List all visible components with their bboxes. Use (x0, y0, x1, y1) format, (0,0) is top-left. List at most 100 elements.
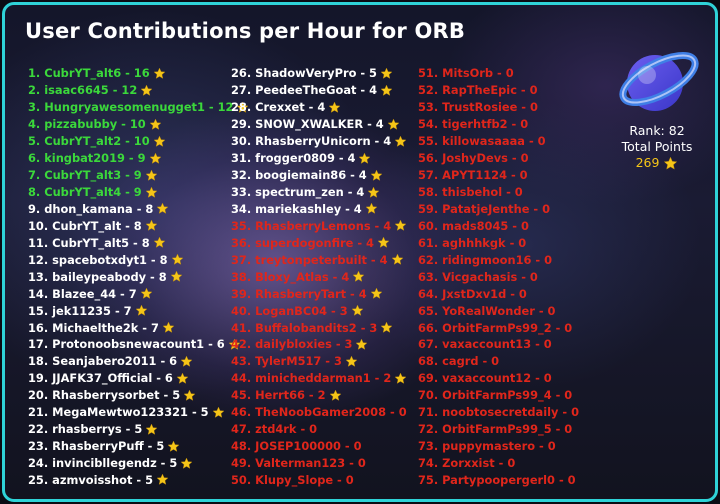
star-icon (140, 287, 153, 300)
leaderboard-entry: 68. cagrd - 0 (418, 353, 579, 370)
leaderboard-entry: 59. PatatjeJenthe - 0 (418, 201, 579, 218)
entry-text: 28. Crexxet - 4 (231, 100, 326, 115)
star-icon (145, 423, 158, 436)
star-icon (156, 473, 169, 486)
leaderboard-entry: 38. Bloxy_Atlas - 4 (231, 268, 407, 285)
entry-text: 11. CubrYT_alt5 - 8 (28, 235, 150, 250)
entry-text: 19. JJAFK37_Official - 6 (28, 371, 173, 386)
star-icon (394, 135, 407, 148)
star-icon (153, 67, 166, 80)
entry-text: 13. baileypeabody - 8 (28, 269, 167, 284)
leaderboard-entry: 25. azmvoisshot - 5 (28, 472, 249, 489)
leaderboard-entry: 17. Protonoobsnewacount1 - 6 (28, 336, 249, 353)
leaderboard-entry: 30. RhasberryUnicorn - 4 (231, 133, 407, 150)
leaderboard-entry: 26. ShadowVeryPro - 5 (231, 65, 407, 82)
star-icon (176, 372, 189, 385)
entry-text: 50. Klupy_Slope - 0 (231, 472, 354, 487)
entry-text: 47. ztd4rk - 0 (231, 422, 318, 437)
entry-text: 34. mariekashley - 4 (231, 201, 362, 216)
entry-text: 33. spectrum_zen - 4 (231, 185, 365, 200)
star-icon (370, 287, 383, 300)
leaderboard-entry: 75. Partypoopergerl0 - 0 (418, 472, 579, 489)
star-icon (352, 270, 365, 283)
entry-text: 75. Partypoopergerl0 - 0 (418, 472, 576, 487)
star-icon (149, 118, 162, 131)
entry-text: 42. dailybloxies - 3 (231, 337, 353, 352)
leaderboard-entry: 74. Zorxxist - 0 (418, 455, 579, 472)
star-icon (170, 270, 183, 283)
star-icon (236, 101, 249, 114)
leaderboard-entry: 4. pizzabubby - 10 (28, 116, 249, 133)
entry-text: 7. CubrYT_alt3 - 9 (28, 168, 142, 183)
entry-text: 39. RhasberryTart - 4 (231, 286, 367, 301)
leaderboard-entry: 52. RapTheEpic - 0 (418, 82, 579, 99)
star-icon (394, 372, 407, 385)
entry-text: 54. tigerhtfb2 - 0 (418, 117, 529, 132)
entry-text: 73. puppymastero - 0 (418, 439, 556, 454)
entry-text: 43. TylerM517 - 3 (231, 354, 342, 369)
entry-text: 17. Protonoobsnewacount1 - 6 (28, 337, 225, 352)
entry-text: 40. LoganBC04 - 3 (231, 303, 348, 318)
leaderboard-entry: 64. JxstDxv1d - 0 (418, 285, 579, 302)
star-icon (329, 389, 342, 402)
entry-text: 18. Seanjabero2011 - 6 (28, 354, 178, 369)
star-icon (145, 219, 158, 232)
entry-text: 55. killowasaaaa - 0 (418, 134, 546, 149)
leaderboard-entry: 46. TheNoobGamer2008 - 0 (231, 404, 407, 421)
star-icon (180, 355, 193, 368)
entry-text: 70. OrbitFarmPs99_4 - 0 (418, 388, 573, 403)
entry-text: 15. jek11235 - 7 (28, 303, 132, 318)
star-icon (162, 321, 175, 334)
entry-text: 72. OrbitFarmPs99_5 - 0 (418, 422, 573, 437)
leaderboard-entry: 5. CubrYT_alt2 - 10 (28, 133, 249, 150)
entry-text: 5. CubrYT_alt2 - 10 (28, 134, 150, 149)
leaderboard-entry: 13. baileypeabody - 8 (28, 268, 249, 285)
leaderboard-entry: 20. Rhasberrysorbet - 5 (28, 387, 249, 404)
entry-text: 38. Bloxy_Atlas - 4 (231, 269, 350, 284)
star-icon (228, 338, 241, 351)
entry-text: 74. Zorxxist - 0 (418, 456, 516, 471)
star-icon (180, 457, 193, 470)
leaderboard-entry: 7. CubrYT_alt3 - 9 (28, 167, 249, 184)
leaderboard-entry: 16. Michaelthe2k - 7 (28, 319, 249, 336)
leaderboard-entry: 48. JOSEP100000 - 0 (231, 438, 407, 455)
leaderboard-entry: 11. CubrYT_alt5 - 8 (28, 234, 249, 251)
entry-text: 9. dhon_kamana - 8 (28, 201, 154, 216)
entry-text: 51. MitsOrb - 0 (418, 66, 514, 81)
entry-text: 62. ridingmoon16 - 0 (418, 252, 553, 267)
star-icon (380, 321, 393, 334)
orb-logo-icon (619, 52, 699, 111)
leaderboard-entry: 60. mads8045 - 0 (418, 217, 579, 234)
entry-text: 66. OrbitFarmPs99_2 - 0 (418, 320, 573, 335)
leaderboard-entry: 19. JJAFK37_Official - 6 (28, 370, 249, 387)
star-icon (153, 135, 166, 148)
leaderboard-entry: 50. Klupy_Slope - 0 (231, 472, 407, 489)
leaderboard-entry: 47. ztd4rk - 0 (231, 421, 407, 438)
entry-text: 46. TheNoobGamer2008 - 0 (231, 405, 407, 420)
leaderboard-entry: 9. dhon_kamana - 8 (28, 201, 249, 218)
entry-text: 23. RhasberryPuff - 5 (28, 439, 165, 454)
leaderboard-entry: 42. dailybloxies - 3 (231, 336, 407, 353)
entry-text: 60. mads8045 - 0 (418, 218, 529, 233)
total-points-row: 269 (601, 155, 713, 171)
star-icon (380, 67, 393, 80)
leaderboard-entry: 28. Crexxet - 4 (231, 99, 407, 116)
leaderboard-entry: 40. LoganBC04 - 3 (231, 302, 407, 319)
entry-text: 29. SNOW_XWALKER - 4 (231, 117, 384, 132)
star-icon (377, 236, 390, 249)
entry-text: 37. treytonpeterbuilt - 4 (231, 252, 388, 267)
entry-text: 59. PatatjeJenthe - 0 (418, 201, 551, 216)
leaderboard-entry: 27. PeedeeTheGoat - 4 (231, 82, 407, 99)
entry-text: 67. vaxaccount13 - 0 (418, 337, 552, 352)
leaderboard-entry: 39. RhasberryTart - 4 (231, 285, 407, 302)
entry-text: 25. azmvoisshot - 5 (28, 472, 154, 487)
entry-text: 27. PeedeeTheGoat - 4 (231, 83, 378, 98)
entry-text: 49. Valterman123 - 0 (231, 456, 366, 471)
entry-text: 14. Blazee_44 - 7 (28, 286, 137, 301)
star-icon (328, 101, 341, 114)
star-icon (370, 169, 383, 182)
leaderboard-entry: 43. TylerM517 - 3 (231, 353, 407, 370)
leaderboard-column-3: 51. MitsOrb - 0 52. RapTheEpic - 0 53. Tru… (418, 65, 579, 488)
leaderboard-entry: 62. ridingmoon16 - 0 (418, 251, 579, 268)
